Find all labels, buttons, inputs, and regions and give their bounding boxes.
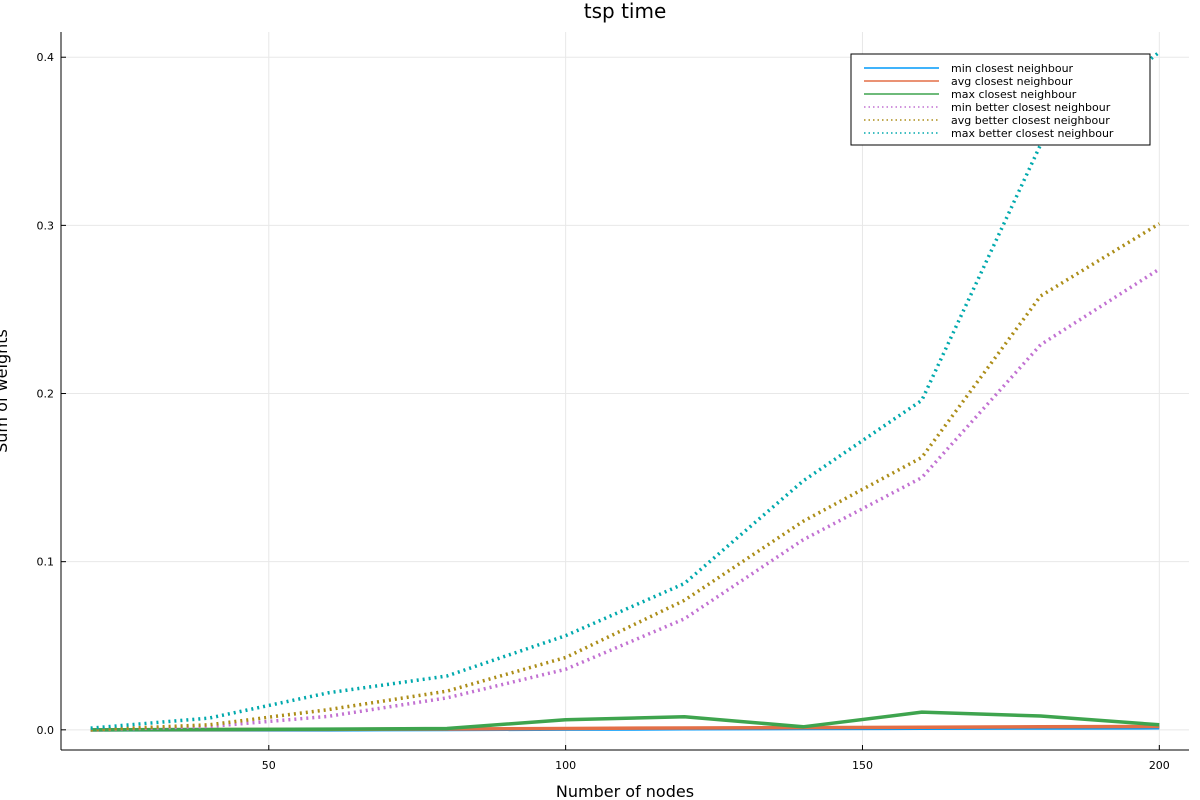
grid [61, 32, 1189, 750]
y-tick-label: 0.0 [37, 724, 55, 737]
legend-label: avg closest neighbour [951, 75, 1073, 88]
legend-label: avg better closest neighbour [951, 114, 1110, 127]
x-tick-label: 100 [555, 759, 576, 772]
legend-box [850, 53, 1151, 146]
x-tick-label: 50 [262, 759, 276, 772]
series-layer [90, 50, 1161, 732]
y-tick-label: 0.3 [37, 219, 55, 232]
series-line-5 [90, 222, 1161, 732]
y-axis-label: Sum of weights [0, 329, 11, 453]
chart-title: tsp time [584, 0, 667, 23]
y-tick-label: 0.4 [37, 51, 55, 64]
legend-label: max closest neighbour [951, 88, 1077, 101]
x-axis-label: Number of nodes [556, 782, 694, 800]
series-line-3 [90, 710, 1160, 732]
x-tick-label: 150 [852, 759, 873, 772]
axes [60, 32, 1189, 751]
ticks: 50 100 150 200 0.0 0.1 0.2 0.3 0.4 [37, 51, 1170, 772]
legend-label: max better closest neighbour [951, 127, 1114, 140]
x-tick-label: 200 [1149, 759, 1170, 772]
y-tick-label: 0.2 [37, 388, 55, 401]
legend-label: min better closest neighbour [951, 101, 1111, 114]
legend-label: min closest neighbour [951, 62, 1074, 75]
y-tick-label: 0.1 [37, 556, 55, 569]
series-line-6 [90, 50, 1161, 730]
